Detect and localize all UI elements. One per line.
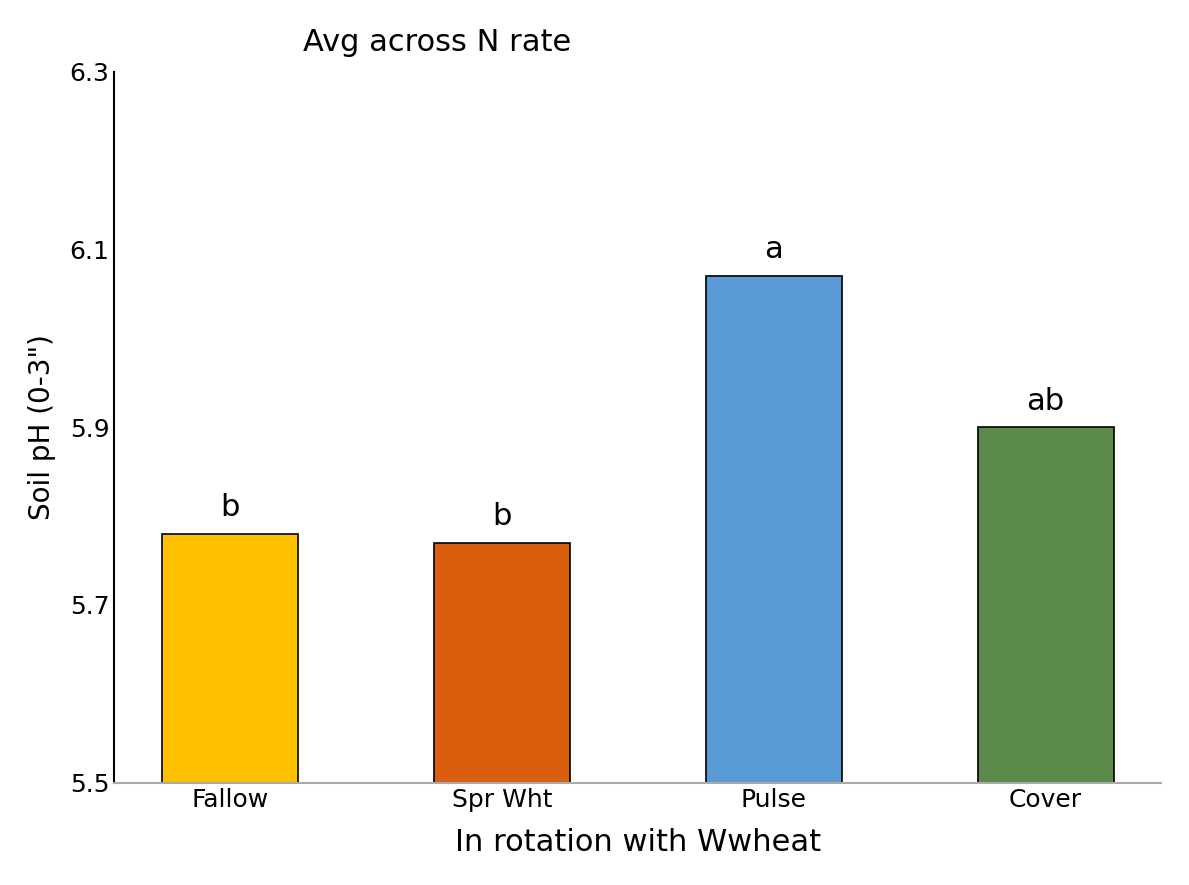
Bar [434, 543, 570, 782]
Text: Avg across N rate: Avg across N rate [303, 27, 571, 57]
Bar [977, 427, 1114, 782]
Text: a: a [765, 235, 784, 265]
Text: b: b [492, 502, 511, 531]
Text: b: b [220, 493, 240, 522]
Bar [706, 276, 842, 782]
Text: ab: ab [1026, 387, 1064, 416]
Y-axis label: Soil pH (0-3"): Soil pH (0-3") [27, 335, 56, 520]
Bar [162, 534, 298, 782]
X-axis label: In rotation with Wwheat: In rotation with Wwheat [454, 828, 820, 858]
